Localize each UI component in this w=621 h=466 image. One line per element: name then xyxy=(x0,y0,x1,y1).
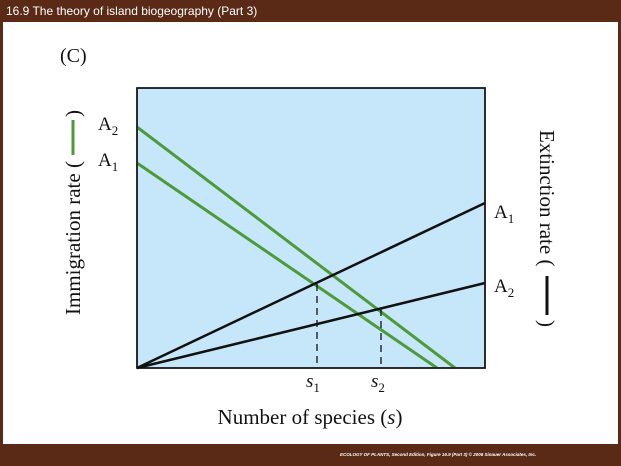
immigration-label-a2: A2 xyxy=(98,114,118,138)
equilibrium-label-s2: s2 xyxy=(371,371,385,395)
right-axis-label: Extinction rate ( ) xyxy=(535,130,559,327)
extinction-label-a2: A2 xyxy=(494,276,514,300)
left-axis-text: Immigration rate ( xyxy=(61,161,85,315)
left-axis-label: Immigration rate ( ) xyxy=(61,110,85,315)
immigration-line-a1 xyxy=(136,161,438,370)
x-axis-label: Number of species (s) xyxy=(218,405,403,429)
plot-area xyxy=(136,87,486,369)
slide-title: 16.9 The theory of island biogeography (… xyxy=(6,4,257,18)
extinction-line-a1 xyxy=(136,201,486,370)
immigration-line-a2 xyxy=(136,125,456,370)
left-axis-close: ) xyxy=(61,110,85,117)
extinction-label-a1: A1 xyxy=(494,202,514,226)
footer-credit: ECOLOGY OF PLANTS, Second Edition, Figur… xyxy=(340,451,536,457)
extinction-line-a2 xyxy=(136,281,486,370)
immigration-label-a1: A1 xyxy=(98,150,118,174)
plot-frame xyxy=(136,87,486,369)
right-axis-text: Extinction rate ( xyxy=(535,130,559,266)
equilibrium-label-s1: s1 xyxy=(306,371,320,395)
panel-label: (C) xyxy=(60,45,87,67)
right-axis-close: ) xyxy=(535,320,559,327)
